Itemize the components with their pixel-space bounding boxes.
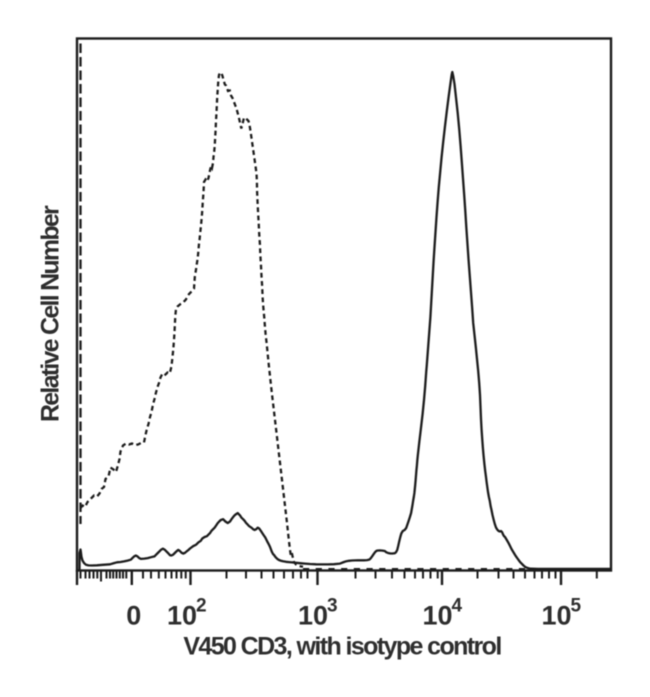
svg-text:10: 10 xyxy=(422,601,452,631)
svg-text:10: 10 xyxy=(541,601,571,631)
svg-text:5: 5 xyxy=(571,596,582,617)
svg-text:V450 CD3, with isotype control: V450 CD3, with isotype control xyxy=(183,633,501,661)
svg-text:10: 10 xyxy=(167,601,197,631)
svg-text:4: 4 xyxy=(452,596,463,617)
svg-text:Relative Cell Number: Relative Cell Number xyxy=(37,205,65,422)
svg-text:2: 2 xyxy=(196,596,207,617)
svg-text:3: 3 xyxy=(327,596,338,617)
svg-text:10: 10 xyxy=(298,601,328,631)
svg-text:0: 0 xyxy=(126,601,141,631)
